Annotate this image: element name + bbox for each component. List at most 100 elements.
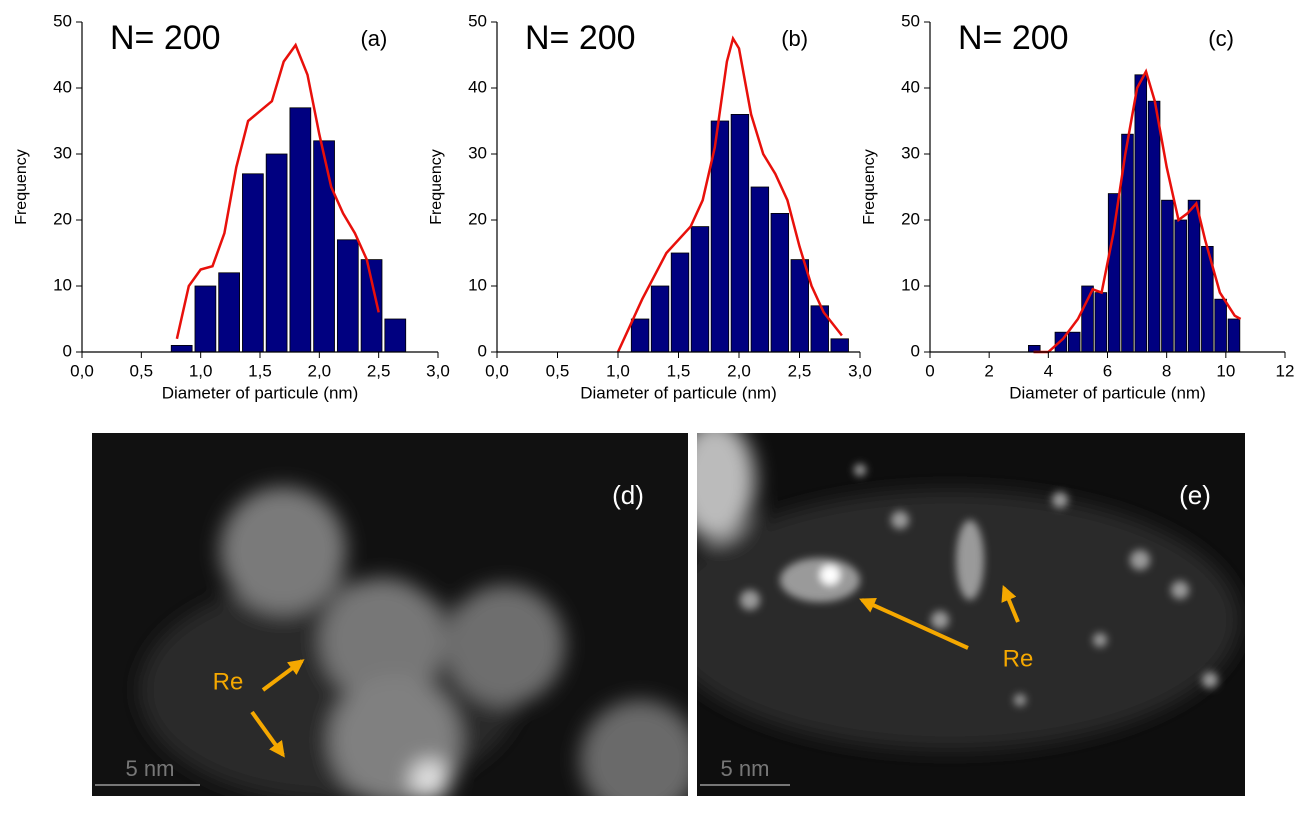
bar bbox=[265, 153, 288, 353]
bar bbox=[384, 318, 407, 353]
x-tick-label: 2 bbox=[984, 361, 993, 380]
x-tick-label: 3,0 bbox=[426, 361, 450, 380]
bar bbox=[170, 344, 193, 353]
y-tick-label: 10 bbox=[468, 275, 487, 294]
bar bbox=[670, 252, 690, 353]
x-tick-label: 0 bbox=[925, 361, 934, 380]
bar bbox=[1107, 193, 1121, 353]
bar bbox=[1187, 199, 1201, 353]
x-tick-label: 0,5 bbox=[130, 361, 154, 380]
bar bbox=[1081, 285, 1094, 353]
bar bbox=[218, 272, 240, 353]
bar bbox=[336, 239, 359, 353]
arrow bbox=[859, 597, 969, 650]
scale-bar-label: 5 nm bbox=[126, 756, 175, 781]
y-axis-label: Frequency bbox=[13, 149, 30, 225]
y-tick-label: 40 bbox=[53, 77, 72, 96]
x-tick-label: 12 bbox=[1276, 361, 1295, 380]
bar bbox=[630, 318, 650, 353]
annotation: N= 200 bbox=[525, 19, 636, 57]
annotation: N= 200 bbox=[958, 19, 1069, 57]
y-tick-label: 20 bbox=[53, 209, 72, 228]
x-tick-label: 8 bbox=[1162, 361, 1171, 380]
y-tick-label: 20 bbox=[901, 209, 920, 228]
x-tick-label: 1,0 bbox=[189, 361, 213, 380]
y-tick-label: 30 bbox=[468, 143, 487, 162]
bar bbox=[750, 186, 770, 353]
bar bbox=[1134, 74, 1148, 353]
x-axis-label: Diameter of particule (nm) bbox=[1009, 383, 1206, 402]
annotation: Re bbox=[213, 668, 244, 695]
y-tick-label: 50 bbox=[53, 11, 72, 30]
micrograph-e: 5 nm (e) Re bbox=[697, 433, 1245, 796]
y-tick-label: 30 bbox=[901, 143, 920, 162]
y-tick-label: 30 bbox=[53, 143, 72, 162]
bar bbox=[1067, 331, 1081, 353]
x-tick-label: 2,0 bbox=[308, 361, 332, 380]
x-axis-label: Diameter of particule (nm) bbox=[162, 383, 359, 402]
panel-label: (e) bbox=[1179, 480, 1211, 510]
bar bbox=[242, 173, 264, 353]
x-tick-label: 10 bbox=[1216, 361, 1235, 380]
x-tick-label: 6 bbox=[1103, 361, 1112, 380]
x-axis-label: Diameter of particule (nm) bbox=[580, 383, 777, 402]
y-tick-label: 0 bbox=[911, 341, 920, 360]
annotation: N= 200 bbox=[110, 19, 221, 57]
fit-curve bbox=[616, 35, 843, 353]
y-tick-label: 0 bbox=[478, 341, 487, 360]
annotation: Re bbox=[1003, 645, 1034, 672]
bar bbox=[690, 226, 710, 353]
bar bbox=[289, 107, 312, 353]
y-axis-label: Frequency bbox=[861, 149, 878, 225]
y-tick-label: 40 bbox=[901, 77, 920, 96]
x-tick-label: 4 bbox=[1044, 361, 1053, 380]
y-tick-label: 20 bbox=[468, 209, 487, 228]
x-tick-label: 1,5 bbox=[667, 361, 691, 380]
bar bbox=[1227, 318, 1241, 353]
arrow bbox=[1001, 585, 1020, 623]
x-tick-label: 2,5 bbox=[788, 361, 812, 380]
bar bbox=[360, 259, 383, 353]
y-axis-label: Frequency bbox=[428, 149, 445, 225]
bar bbox=[313, 140, 335, 353]
y-tick-label: 40 bbox=[468, 77, 487, 96]
fit-curve bbox=[175, 42, 380, 340]
x-tick-label: 2,0 bbox=[727, 361, 751, 380]
x-tick-label: 0,0 bbox=[485, 361, 509, 380]
y-tick-label: 10 bbox=[53, 275, 72, 294]
fit-curve bbox=[1033, 68, 1242, 354]
panel-label: (a) bbox=[360, 26, 387, 51]
x-tick-label: 0,5 bbox=[546, 361, 570, 380]
bar bbox=[650, 285, 670, 353]
histogram-panel: 0 10 20 30 40 50 0 2 4 6 8 10 12 Diameter of particul… bbox=[861, 11, 1294, 402]
bar bbox=[1161, 199, 1174, 353]
x-tick-label: 0,0 bbox=[70, 361, 94, 380]
y-tick-label: 10 bbox=[901, 275, 920, 294]
arrow bbox=[261, 659, 305, 692]
y-tick-label: 50 bbox=[901, 11, 920, 30]
bar bbox=[1147, 100, 1161, 353]
bar bbox=[770, 212, 790, 353]
panel-label: (d) bbox=[612, 480, 644, 510]
micrograph-d: 5 nm (d) Re bbox=[92, 433, 688, 796]
bar bbox=[790, 259, 809, 353]
histogram-panel: 0 10 20 30 40 50 0,0 0,5 1,0 1,5 2,0 2,5 3,0 Diameter… bbox=[13, 11, 450, 402]
x-tick-label: 3,0 bbox=[848, 361, 872, 380]
panel-label: (c) bbox=[1208, 26, 1234, 51]
x-tick-label: 1,5 bbox=[248, 361, 272, 380]
bar bbox=[810, 305, 829, 353]
x-tick-label: 1,0 bbox=[606, 361, 630, 380]
panel-label: (b) bbox=[781, 26, 808, 51]
bar bbox=[194, 285, 217, 353]
y-tick-label: 50 bbox=[468, 11, 487, 30]
bar bbox=[730, 114, 750, 353]
scale-bar-label: 5 nm bbox=[721, 756, 770, 781]
bar bbox=[1214, 298, 1227, 353]
bar bbox=[1174, 219, 1187, 353]
bar bbox=[830, 338, 849, 353]
y-tick-label: 0 bbox=[63, 341, 72, 360]
histogram-panel: 0 10 20 30 40 50 0,0 0,5 1,0 1,5 2,0 2,5 3,0 Diameter… bbox=[428, 11, 872, 402]
x-tick-label: 2,5 bbox=[367, 361, 391, 380]
